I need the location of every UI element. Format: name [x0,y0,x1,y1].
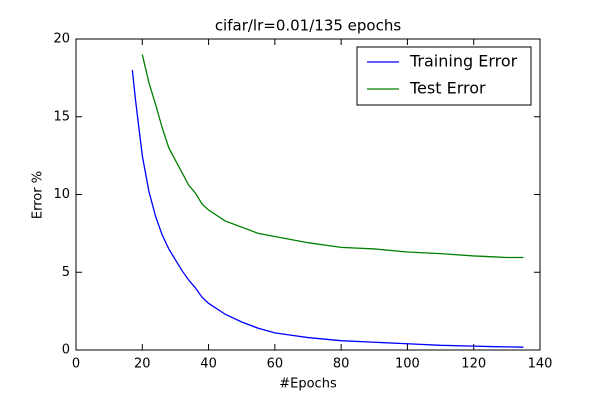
legend-label: Test Error [409,79,486,98]
y-tick-label: 5 [62,265,70,280]
x-tick-label: 20 [134,357,151,372]
plot-frame [75,38,541,351]
x-tick-label: 140 [528,357,553,372]
legend-label: Training Error [409,52,518,71]
chart-title: cifar/lr=0.01/135 epochs [215,17,402,35]
line-series [131,70,524,348]
x-tick-label: 60 [267,357,284,372]
line-series [141,54,524,259]
x-axis-label: #Epochs [279,377,337,392]
plot-area [131,54,524,348]
x-tick-label: 120 [461,357,486,372]
x-tick-label: 100 [395,357,420,372]
x-tick-label: 0 [72,357,80,372]
y-tick-label: 0 [62,343,70,358]
y-tick-label: 10 [53,187,70,202]
x-tick-label: 40 [200,357,217,372]
x-tick-label: 80 [333,357,350,372]
y-tick-label: 20 [53,32,70,47]
y-tick-label: 15 [53,109,70,124]
legend-box [356,46,532,106]
y-axis-label: Error % [31,171,46,219]
